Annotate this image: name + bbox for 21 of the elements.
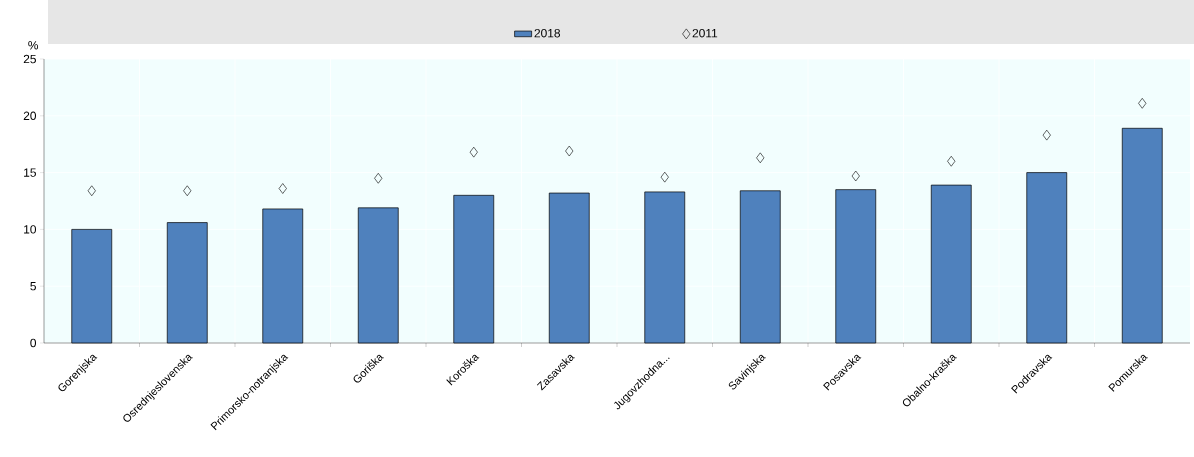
legend-label: 2011 [692, 28, 718, 38]
point [1138, 98, 1147, 109]
y-tick-label: 5 [30, 282, 36, 291]
y-tick-label: 10 [24, 225, 37, 234]
point [374, 172, 383, 184]
point [756, 152, 765, 164]
point [183, 185, 192, 197]
point [660, 171, 669, 183]
y-tick-label: 25 [23, 54, 36, 64]
point [87, 185, 96, 197]
y-tick-label: 20 [23, 111, 37, 121]
y-axis-title: % [28, 41, 39, 50]
point [1042, 129, 1051, 141]
point [851, 170, 860, 182]
y-tick-label: 15 [24, 168, 36, 177]
y-tick-label: 0 [30, 338, 37, 348]
point [565, 145, 574, 157]
point [947, 155, 956, 167]
point [469, 146, 478, 158]
legend-label: 2018 [534, 28, 561, 38]
point [278, 183, 287, 194]
